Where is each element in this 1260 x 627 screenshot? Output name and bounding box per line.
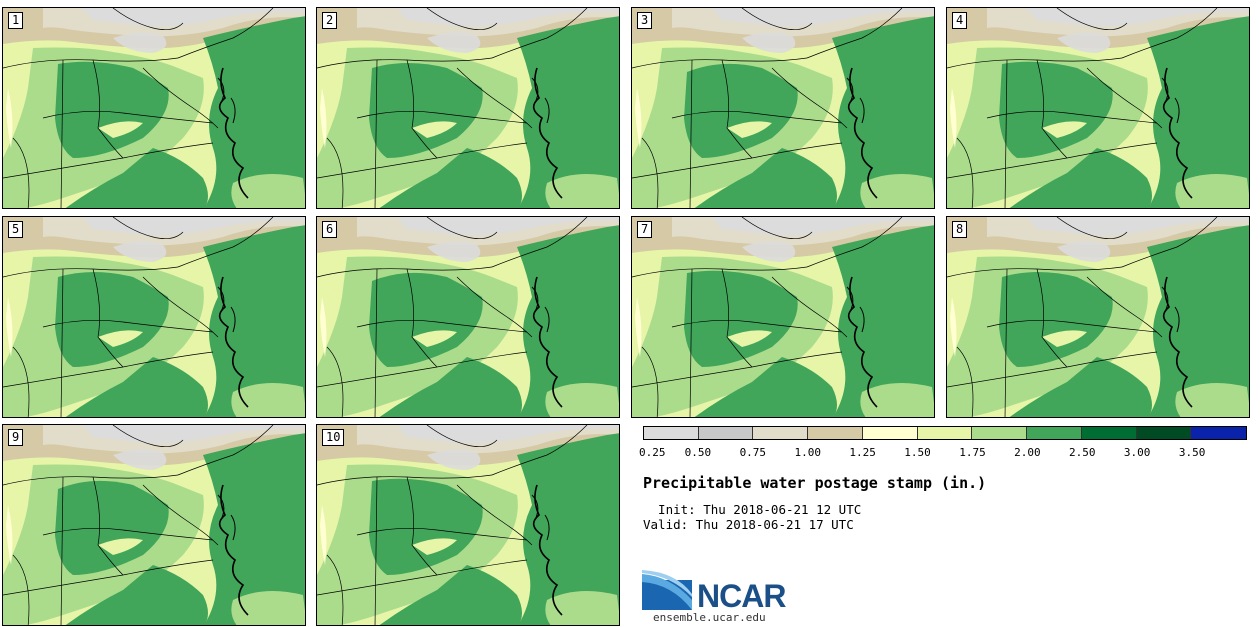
- colorbar-segment: [753, 427, 809, 439]
- member-number-label: 9: [8, 429, 24, 446]
- ncar-logo-text: NCAR: [697, 578, 786, 614]
- colorbar-tick-label: 0.25: [639, 446, 666, 459]
- colorbar-segment: [808, 427, 863, 439]
- init-time: Init: Thu 2018-06-21 12 UTC: [643, 502, 862, 517]
- member-number-label: 3: [637, 12, 653, 29]
- valid-time: Valid: Thu 2018-06-21 17 UTC: [643, 517, 854, 532]
- ensemble-member-panel: 9: [2, 424, 306, 626]
- colorbar-segment: [862, 427, 918, 439]
- colorbar-tick-label: 0.75: [739, 446, 767, 459]
- ensemble-member-panel: 7: [631, 216, 935, 418]
- colorbar-segment: [1027, 427, 1082, 439]
- colorbar-segment: [1191, 427, 1247, 439]
- colorbar-segment: [644, 427, 699, 439]
- logo-url: ensemble.ucar.edu: [653, 611, 766, 624]
- ensemble-member-panel: 4: [946, 7, 1250, 209]
- colorbar-tick-label: 1.50: [904, 446, 931, 459]
- colorbar: [643, 426, 1247, 440]
- precip-map: [3, 425, 305, 625]
- colorbar-tick-label: 3.00: [1123, 446, 1151, 459]
- chart-title: Precipitable water postage stamp (in.): [643, 474, 987, 492]
- colorbar-segment: [698, 427, 754, 439]
- precip-map: [632, 217, 934, 417]
- member-number-label: 1: [8, 12, 24, 29]
- ensemble-member-panel: 3: [631, 7, 935, 209]
- colorbar-segment: [917, 427, 973, 439]
- member-number-label: 6: [322, 221, 338, 238]
- precip-map: [317, 8, 619, 208]
- ensemble-member-panel: 6: [316, 216, 620, 418]
- member-number-label: 8: [952, 221, 968, 238]
- precip-map: [947, 217, 1249, 417]
- ensemble-member-panel: 2: [316, 7, 620, 209]
- precip-map: [632, 8, 934, 208]
- ensemble-member-panel: 5: [2, 216, 306, 418]
- colorbar-tick-label: 1.25: [849, 446, 876, 459]
- colorbar-tick-label: 1.00: [794, 446, 821, 459]
- colorbar-tick-label: 1.75: [959, 446, 986, 459]
- member-number-label: 7: [637, 221, 653, 238]
- colorbar-segment: [972, 427, 1028, 439]
- member-number-label: 5: [8, 221, 24, 238]
- ncar-logo-icon: [642, 570, 692, 610]
- precip-map: [3, 8, 305, 208]
- member-number-label: 2: [322, 12, 338, 29]
- precip-map: [947, 8, 1249, 208]
- colorbar-tick-label: 0.50: [684, 446, 712, 459]
- colorbar-tick-label: 2.00: [1014, 446, 1041, 459]
- member-number-label: 10: [322, 429, 345, 446]
- ensemble-member-panel: 1: [2, 7, 306, 209]
- colorbar-labels: 0.25 0.50 0.75 1.00 1.25 1.50 1.75 2.00 2.50 3.00…: [639, 446, 1247, 460]
- colorbar-tick-label: 3.50: [1178, 446, 1206, 459]
- colorbar-segment: [1081, 427, 1137, 439]
- member-number-label: 4: [952, 12, 968, 29]
- ensemble-member-panel: 10: [316, 424, 620, 626]
- colorbar-segment: [1136, 427, 1192, 439]
- precip-map: [317, 425, 619, 625]
- ensemble-member-panel: 8: [946, 216, 1250, 418]
- precip-map: [317, 217, 619, 417]
- precip-map: [3, 217, 305, 417]
- colorbar-tick-label: 2.50: [1069, 446, 1096, 459]
